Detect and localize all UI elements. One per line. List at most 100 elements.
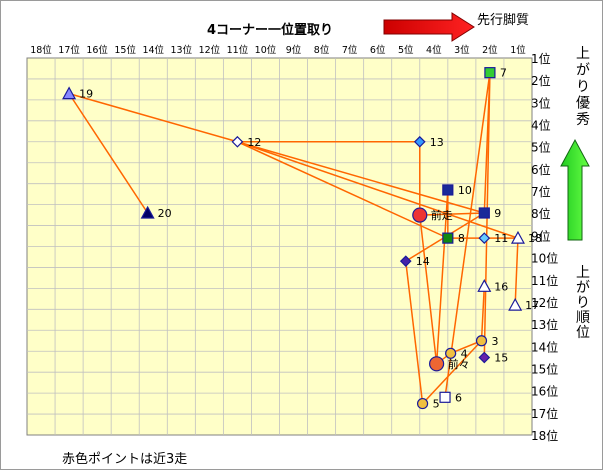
y-axis-label-bottom-char: 上: [576, 265, 590, 281]
y-axis-label-bottom-char: 位: [576, 325, 590, 341]
point-19: [62, 86, 77, 100]
point-label: 13: [430, 136, 444, 149]
footer-note: 赤色ポイントは近3走: [62, 451, 187, 467]
point-label: 3: [492, 335, 499, 348]
y-tick-label: 2位: [531, 73, 551, 88]
y-axis-label-top-char: が: [576, 63, 590, 79]
x-tick-label: 2位: [482, 44, 498, 56]
grid-lines: [27, 58, 532, 435]
point-16: [477, 279, 492, 292]
point-label: 4: [461, 347, 468, 360]
x-tick-label: 5位: [398, 44, 414, 56]
point-10: [442, 184, 454, 196]
x-tick-label: 4位: [426, 44, 442, 56]
point-label: 12: [247, 136, 261, 149]
x-tick-label: 16位: [86, 44, 108, 56]
x-tick-label: 1位: [510, 44, 526, 56]
x-tick-label: 3位: [454, 44, 470, 56]
y-tick-label: 17位: [531, 406, 558, 421]
connector-line: [237, 141, 485, 214]
x-tick-label: 11位: [227, 44, 249, 56]
point-label: 16: [494, 280, 508, 293]
point-14: [399, 255, 412, 268]
point-label: 8: [458, 232, 465, 245]
connector-line: [68, 93, 149, 214]
x-tick-label: 8位: [314, 44, 330, 56]
data-points: [62, 67, 525, 410]
x-tick-label: 15位: [114, 44, 136, 56]
point-17: [508, 297, 523, 311]
x-tick-labels: 18位 17位 16位 15位 14位 13位 12位 11位 10位 9位 8位 7位 6位 5位 4位 3…: [30, 44, 526, 56]
y-axis-label-top-char: 上: [576, 46, 590, 62]
point-label: 5: [433, 398, 440, 411]
x-tick-label: 10位: [255, 44, 277, 56]
connector-line: [419, 214, 438, 364]
point-label: 前走: [431, 208, 453, 222]
y-tick-label: 10位: [531, 251, 558, 266]
y-tick-label: 6位: [531, 162, 551, 177]
y-tick-label: 11位: [531, 273, 558, 288]
point-20: [140, 205, 155, 219]
y-axis-label-bottom-char: り: [576, 295, 590, 311]
x-axis-label: 先行脚質: [477, 12, 529, 28]
point-label: 7: [500, 67, 507, 80]
y-tick-label: 13位: [531, 317, 558, 332]
y-tick-label: 14位: [531, 339, 558, 354]
x-tick-label: 17位: [58, 44, 80, 56]
connector-line: [405, 261, 424, 404]
point-label: 11: [494, 232, 508, 245]
y-tick-label: 9位: [531, 228, 551, 243]
point-13: [413, 135, 426, 148]
point-6: [439, 391, 451, 403]
point-labels: 7 19 12 13 10 9 20 前走 8 11 18 14 16 17 3 4 15 前々 6 5: [79, 67, 542, 411]
connector-line: [514, 238, 519, 306]
point-label: 10: [458, 184, 472, 197]
connector-lines: [68, 72, 519, 405]
x-tick-label: 13位: [171, 44, 193, 56]
y-axis-label-top-char: り: [576, 79, 590, 95]
x-tick-label: 14位: [142, 44, 164, 56]
y-axis-label-top-char: 秀: [576, 112, 590, 128]
y-tick-label: 15位: [531, 361, 558, 376]
point-label: 18: [528, 232, 542, 245]
point-9: [478, 207, 490, 219]
y-tick-label: 5位: [531, 140, 551, 155]
y-tick-label: 1位: [531, 51, 551, 66]
point-前走: [412, 207, 428, 223]
y-tick-labels: 1位 2位 3位 4位 5位 6位 7位 8位 9位 10位 11位 12位 13位 14位 15位 16位 1…: [531, 51, 558, 443]
y-axis-label-bottom-char: が: [576, 280, 590, 296]
point-label: 20: [158, 207, 172, 220]
y-tick-label: 7位: [531, 184, 551, 199]
front-arrow: [383, 12, 475, 42]
x-tick-label: 12位: [199, 44, 221, 56]
point-7: [484, 67, 496, 79]
point-label: 6: [455, 391, 462, 404]
y-tick-label: 18位: [531, 428, 558, 443]
y-tick-label: 12位: [531, 295, 558, 310]
point-label: 14: [416, 255, 430, 268]
x-tick-label: 18位: [30, 44, 52, 56]
x-tick-label: 7位: [342, 44, 358, 56]
point-4: [445, 347, 457, 359]
connector-line: [435, 189, 449, 364]
point-label: 17: [525, 299, 539, 312]
y-axis-label-top-char: 優: [576, 96, 590, 112]
x-tick-label: 6位: [370, 44, 386, 56]
point-label: 15: [494, 352, 508, 365]
y-tick-label: 8位: [531, 206, 551, 221]
connector-line: [68, 92, 238, 143]
point-3: [475, 335, 488, 347]
uphill-arrow: [560, 138, 590, 241]
point-label: 9: [494, 207, 501, 220]
point-前々: [429, 356, 445, 372]
connector-line: [237, 141, 449, 239]
point-12: [231, 135, 244, 148]
y-tick-label: 16位: [531, 384, 558, 399]
connector-line: [422, 340, 483, 405]
point-18: [510, 230, 525, 244]
point-11: [478, 232, 491, 244]
y-axis-label-bottom-char: 順: [576, 310, 590, 326]
point-label: 19: [79, 88, 93, 101]
